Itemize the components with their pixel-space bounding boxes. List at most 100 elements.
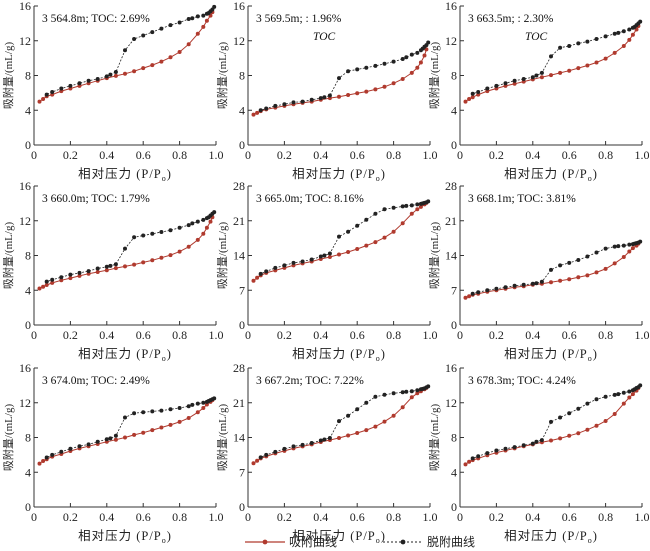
desorption-point <box>168 407 173 412</box>
desorption-point <box>264 452 269 457</box>
x-axis-label: 相对压力 (P/Po) <box>292 167 386 183</box>
desorption-point <box>534 73 539 78</box>
adsorption-point <box>400 405 405 410</box>
adsorption-point <box>177 419 182 424</box>
x-axis-label: 相对压力 (P/Po) <box>504 167 598 183</box>
desorption-point <box>364 217 369 222</box>
adsorption-point <box>382 84 387 89</box>
x-tick-label: 0 <box>457 510 463 524</box>
x-tick-label: 0.8 <box>172 510 187 524</box>
desorption-point <box>168 23 173 28</box>
desorption-point <box>190 221 195 226</box>
desorption-point <box>177 406 182 410</box>
y-tick-label: 21 <box>233 396 245 410</box>
adsorption-point <box>104 268 109 273</box>
desorption-point <box>567 44 572 48</box>
desorption-point <box>539 279 544 284</box>
desorption-point <box>318 254 323 259</box>
adsorption-point <box>621 401 626 406</box>
adsorption-point <box>141 430 146 435</box>
adsorption-point <box>415 391 420 396</box>
desorption-point <box>264 106 269 111</box>
desorption-point <box>59 449 64 454</box>
x-tick-label: 0.4 <box>99 148 114 162</box>
x-tick-label: 0.2 <box>489 328 504 342</box>
desorption-point <box>318 96 323 101</box>
adsorption-point <box>576 66 581 71</box>
desorption-point <box>594 397 599 402</box>
desorption-curve <box>46 211 215 282</box>
desorption-point <box>530 281 535 286</box>
adsorption-point <box>123 71 127 76</box>
desorption-point <box>549 267 553 272</box>
y-axis-label: 吸附量/(mL/g) <box>427 222 441 290</box>
x-tick-label: 0.2 <box>63 510 78 524</box>
adsorption-point <box>539 75 544 80</box>
desorption-point <box>291 444 296 449</box>
desorption-point <box>204 216 209 221</box>
desorption-point <box>594 37 599 41</box>
desorption-point <box>530 75 535 80</box>
y-tick-label: 28 <box>233 179 245 193</box>
panel-7: 0 4 8 12 16 0 0.2 0.4 0.6 0.8 1.0 吸附量/(mL/g) 相对压力 (P… <box>1 361 224 545</box>
adsorption-point <box>467 294 472 299</box>
desorption-point <box>141 33 146 38</box>
adsorption-point <box>558 278 563 283</box>
panel-9: 0 4 8 12 16 0 0.2 0.4 0.6 0.8 1.0 吸附量/(mL/g) 相对压力 (P… <box>427 361 650 545</box>
desorption-point <box>476 290 481 295</box>
x-tick-label: 0.6 <box>136 328 151 342</box>
desorption-point <box>627 242 632 247</box>
y-tick-label: 16 <box>19 361 31 375</box>
adsorption-point <box>113 73 118 78</box>
adsorption-point <box>415 65 420 70</box>
adsorption-point <box>382 235 387 240</box>
x-tick-label: 0 <box>31 510 37 524</box>
desorption-point <box>576 41 581 46</box>
desorption-point <box>282 263 287 268</box>
desorption-point <box>132 411 137 416</box>
adsorption-point <box>391 81 396 86</box>
x-tick-label: 0 <box>245 510 251 524</box>
x-tick-label: 0.4 <box>99 328 114 342</box>
desorption-point <box>476 454 481 459</box>
adsorption-point <box>558 436 563 441</box>
x-tick-label: 0.6 <box>562 328 577 342</box>
desorption-point <box>621 29 626 34</box>
panel-annotation: 3 665.0m; TOC: 8.16% <box>256 193 364 205</box>
desorption-point <box>59 275 64 280</box>
desorption-point <box>264 269 269 274</box>
desorption-point <box>273 103 278 108</box>
adsorption-point <box>621 44 626 48</box>
desorption-point <box>549 419 553 424</box>
adsorption-curve <box>253 387 427 464</box>
adsorption-point <box>95 270 100 274</box>
x-tick-label: 0.8 <box>172 148 187 162</box>
adsorption-point <box>327 255 332 259</box>
panel-annotation: 3 667.2m; TOC: 7.22% <box>256 375 364 387</box>
x-tick-label: 0 <box>457 148 463 162</box>
adsorption-point <box>141 66 146 71</box>
y-tick-label: 16 <box>445 361 457 375</box>
desorption-point <box>195 401 200 406</box>
x-axis-label: 相对压力 (P/Po) <box>78 347 172 363</box>
desorption-point <box>616 244 621 249</box>
adsorption-point <box>168 253 173 258</box>
desorption-point <box>585 254 590 259</box>
desorption-point <box>364 65 369 70</box>
desorption-point <box>391 391 396 396</box>
y-tick-label: 28 <box>233 361 245 375</box>
desorption-point <box>282 102 287 107</box>
x-tick-label: 1.0 <box>423 328 438 342</box>
adsorption-point <box>132 69 137 74</box>
x-tick-label: 0.2 <box>489 148 504 162</box>
desorption-point <box>291 260 296 265</box>
x-tick-label: 1.0 <box>423 510 438 524</box>
desorption-point <box>503 285 508 290</box>
x-tick-label: 1.0 <box>209 328 224 342</box>
y-tick-label: 12 <box>19 214 31 228</box>
desorption-point <box>68 83 73 88</box>
adsorption-point <box>201 24 206 29</box>
adsorption-point <box>337 436 341 440</box>
adsorption-point <box>549 280 553 285</box>
desorption-point <box>346 69 351 74</box>
